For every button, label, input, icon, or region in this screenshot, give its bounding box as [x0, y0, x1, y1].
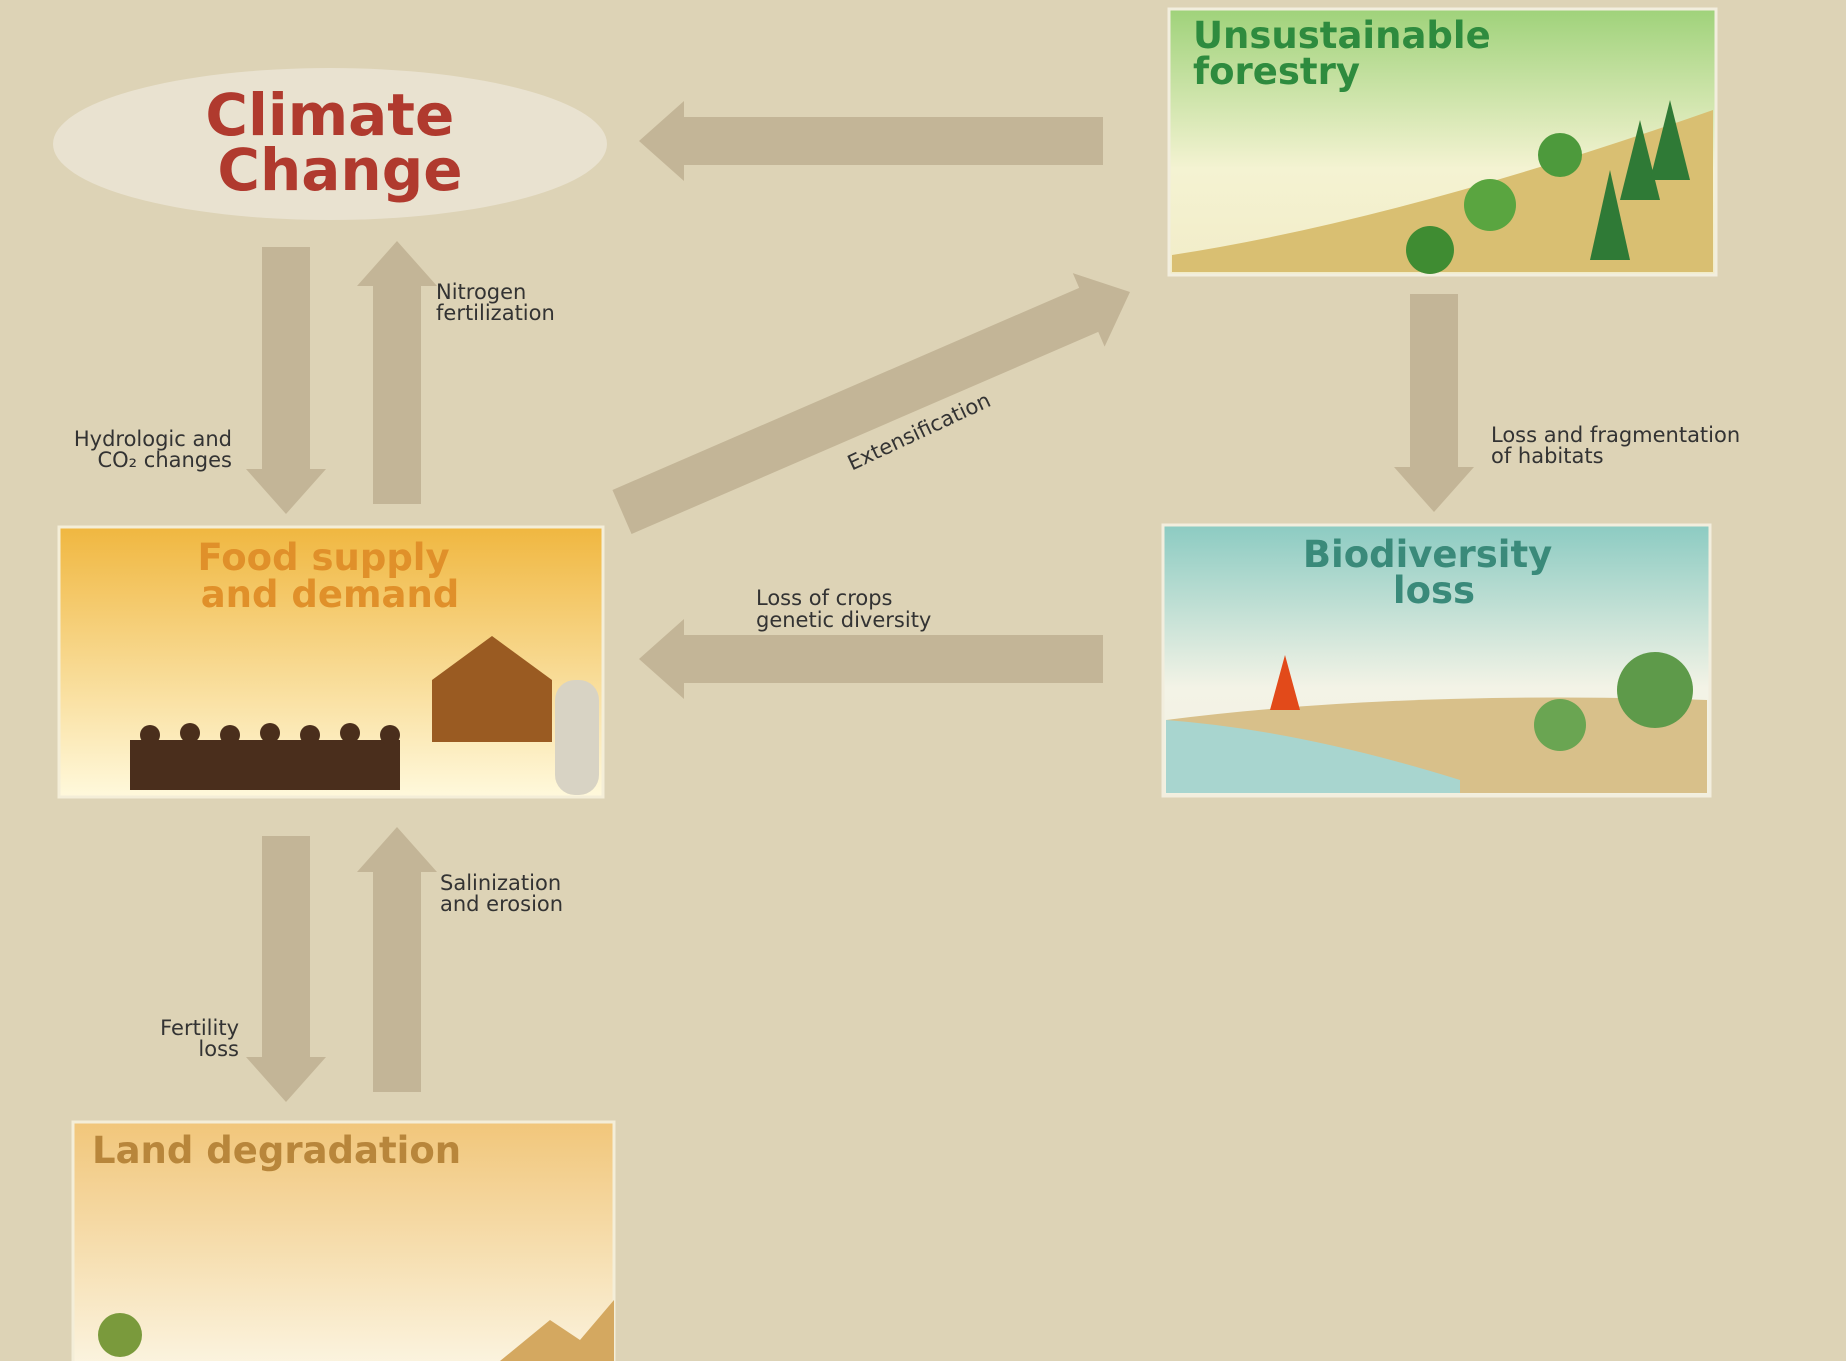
title-line: and demand — [201, 573, 460, 616]
tree — [1617, 652, 1693, 728]
silo — [555, 680, 599, 795]
label-line: loss — [198, 1037, 239, 1061]
label-line: genetic diversity — [756, 608, 931, 632]
page: Climate Change Unsustainable forestry Fo… — [0, 0, 1846, 1361]
label-line: Loss of crops — [756, 586, 893, 610]
label-line: CO₂ changes — [97, 448, 232, 472]
label-line: of habitats — [1491, 444, 1604, 468]
node-title: Food supply and demand — [197, 536, 462, 616]
title-line: Change — [217, 136, 462, 204]
tree — [1534, 699, 1586, 751]
label-line: fertilization — [436, 301, 555, 325]
tree — [98, 1313, 142, 1357]
title-line: loss — [1393, 569, 1475, 612]
title-line: forestry — [1193, 50, 1360, 93]
label-line: and erosion — [440, 892, 563, 916]
node-title: Climate Change — [205, 81, 474, 204]
diagram: Climate Change Unsustainable forestry Fo… — [0, 0, 1846, 1361]
node-title: Land degradation — [92, 1129, 461, 1172]
